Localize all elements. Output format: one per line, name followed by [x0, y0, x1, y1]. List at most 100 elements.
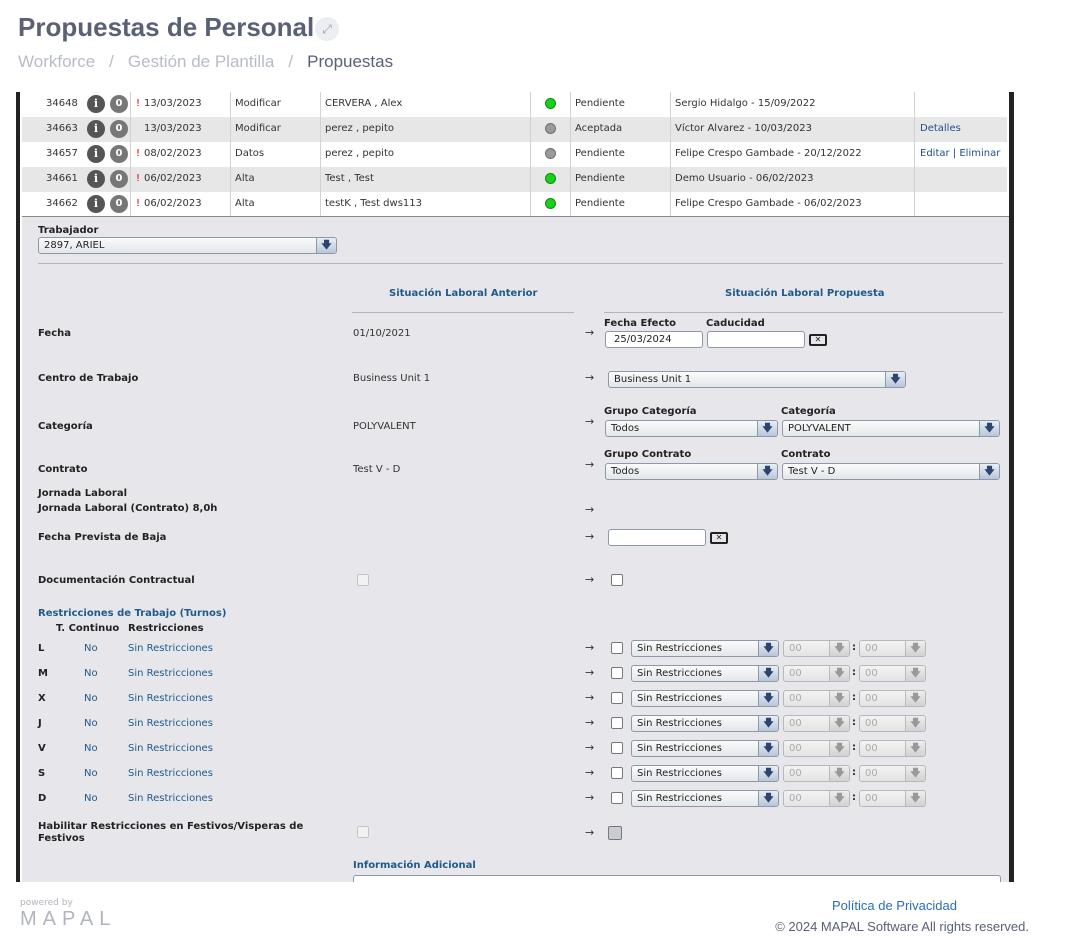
arrow-icon: →	[585, 741, 595, 754]
day-continuo: No	[84, 743, 98, 754]
day-restriction-select[interactable]: Sin Restricciones 🡇	[631, 690, 779, 707]
clear-icon[interactable]: ✕	[710, 532, 728, 544]
day-minute-value: 00	[865, 668, 878, 679]
table-row[interactable]: 34648 i 0! 13/03/2023 Modificar CERVERA , Ale…	[22, 92, 1007, 117]
proposal-status: Pendiente	[575, 198, 625, 209]
cell-divider	[570, 192, 571, 217]
proposal-created: Víctor Alvarez - 10/03/2023	[675, 123, 813, 134]
centro-select[interactable]: Business Unit 1 🡇	[608, 371, 906, 388]
baja-input[interactable]	[608, 529, 706, 546]
cell-divider	[320, 167, 321, 192]
day-checkbox[interactable]	[611, 692, 623, 704]
day-restriction-select[interactable]: Sin Restricciones 🡇	[631, 665, 779, 682]
proposal-status: Aceptada	[575, 123, 623, 134]
clear-icon[interactable]: ✕	[809, 334, 827, 346]
categoria-select[interactable]: POLYVALENT 🡇	[782, 420, 1000, 437]
frame-border	[16, 92, 20, 882]
documentacion-checkbox[interactable]	[611, 574, 623, 586]
table-row[interactable]: 34657 i 0! 08/02/2023 Datos perez , pepito Pen…	[22, 142, 1007, 167]
paperclip-icon[interactable]: 0	[110, 145, 128, 163]
day-restriction-value: Sin Restricciones	[637, 718, 722, 729]
dropdown-icon: 🡇	[829, 716, 849, 731]
day-restriction-select[interactable]: Sin Restricciones 🡇	[631, 765, 779, 782]
day-restriction-value: Sin Restricciones	[637, 643, 722, 654]
info-icon[interactable]: i	[87, 95, 105, 113]
fecha-previous: 01/10/2021	[353, 328, 411, 339]
proposal-date: 06/02/2023	[144, 173, 202, 184]
paperclip-icon[interactable]: 0	[110, 120, 128, 138]
info-icon[interactable]: i	[87, 195, 105, 213]
breadcrumb-workforce[interactable]: Workforce	[18, 52, 96, 71]
warning-icon: !	[136, 198, 141, 209]
paperclip-icon[interactable]: 0	[110, 195, 128, 213]
contrato-select[interactable]: Test V - D 🡇	[782, 463, 1000, 480]
col-proposed-header: Situación Laboral Propuesta	[725, 288, 885, 299]
proposal-created: Felipe Crespo Gambade - 06/02/2023	[675, 198, 862, 209]
grupo-categoria-value: Todos	[611, 423, 640, 434]
day-restriction-value: Sin Restricciones	[637, 768, 722, 779]
action-eliminar-link[interactable]: Eliminar	[959, 148, 1001, 159]
info-icon[interactable]: i	[87, 170, 105, 188]
proposal-created: Felipe Crespo Gambade - 20/12/2022	[675, 148, 862, 159]
day-checkbox[interactable]	[611, 667, 623, 679]
proposal-form: Trabajador 2897, ARIEL 🡇 Situación Labora…	[22, 216, 1010, 882]
action-detalles-link[interactable]: Detalles	[920, 123, 961, 134]
info-adicional-textarea[interactable]	[353, 875, 1001, 882]
day-checkbox[interactable]	[611, 742, 623, 754]
col-previous-header: Situación Laboral Anterior	[389, 288, 538, 299]
dropdown-icon: 🡇	[758, 791, 778, 806]
breadcrumb-separator: /	[288, 52, 294, 71]
cell-divider	[130, 167, 131, 192]
day-minute-select: 00 🡇	[859, 665, 926, 682]
day-restricciones: Sin Restricciones	[128, 743, 213, 754]
breadcrumb-gestion[interactable]: Gestión de Plantilla	[127, 52, 275, 71]
caducidad-input[interactable]	[707, 331, 805, 348]
arrow-icon: →	[585, 766, 595, 779]
day-restriction-select[interactable]: Sin Restricciones 🡇	[631, 715, 779, 732]
proposal-status: Pendiente	[575, 173, 625, 184]
day-restriction-select[interactable]: Sin Restricciones 🡇	[631, 640, 779, 657]
grupo-contrato-select[interactable]: Todos 🡇	[605, 463, 778, 480]
festivos-checkbox[interactable]	[608, 826, 622, 840]
day-hour-select: 00 🡇	[783, 690, 850, 707]
cell-divider	[130, 117, 131, 142]
paperclip-icon[interactable]: 0	[110, 95, 128, 113]
fecha-efecto-input[interactable]: 25/03/2024	[605, 331, 703, 348]
embedded-frame: 34648 i 0! 13/03/2023 Modificar CERVERA , Ale…	[16, 92, 1015, 882]
day-checkbox[interactable]	[611, 767, 623, 779]
arrow-icon: →	[585, 415, 595, 428]
info-icon[interactable]: i	[87, 120, 105, 138]
day-continuo: No	[84, 643, 98, 654]
proposal-id: 34648	[46, 98, 78, 109]
worker-select[interactable]: 2897, ARIEL 🡇	[38, 237, 337, 254]
day-restriction-select[interactable]: Sin Restricciones 🡇	[631, 740, 779, 757]
cell-divider	[320, 92, 321, 117]
cell-divider	[570, 167, 571, 192]
day-checkbox[interactable]	[611, 717, 623, 729]
table-row[interactable]: 34663 i 0 13/03/2023 Modificar perez , pepito…	[22, 117, 1007, 142]
info-icon[interactable]: i	[87, 145, 105, 163]
grupo-categoria-select[interactable]: Todos 🡇	[605, 420, 778, 437]
action-editar-link[interactable]: Editar	[920, 148, 950, 159]
privacy-link[interactable]: Política de Privacidad	[831, 898, 957, 913]
day-checkbox[interactable]	[611, 642, 623, 654]
day-minute-value: 00	[865, 743, 878, 754]
dropdown-icon: 🡇	[758, 766, 778, 781]
col-continuo-header: T. Continuo	[56, 623, 120, 634]
table-row[interactable]: 34661 i 0! 06/02/2023 Alta Test , Test Pendien…	[22, 167, 1007, 192]
cell-divider	[570, 117, 571, 142]
paperclip-icon[interactable]: 0	[110, 170, 128, 188]
table-row[interactable]: 34662 i 0! 06/02/2023 Alta testK , Test dws11…	[22, 192, 1007, 217]
arrow-icon: →	[585, 458, 595, 471]
day-checkbox[interactable]	[611, 792, 623, 804]
status-dot	[545, 148, 556, 159]
proposal-date: 13/03/2023	[144, 123, 202, 134]
expand-icon[interactable]: ⤢	[315, 17, 339, 41]
day-hour-select: 00 🡇	[783, 715, 850, 732]
day-minute-select: 00 🡇	[859, 740, 926, 757]
day-restriction-value: Sin Restricciones	[637, 693, 722, 704]
day-restriction-select[interactable]: Sin Restricciones 🡇	[631, 790, 779, 807]
jornada-sub-label: Jornada Laboral (Contrato) 8,0h	[38, 503, 218, 514]
cell-divider	[130, 92, 131, 117]
proposal-id: 34662	[46, 198, 78, 209]
